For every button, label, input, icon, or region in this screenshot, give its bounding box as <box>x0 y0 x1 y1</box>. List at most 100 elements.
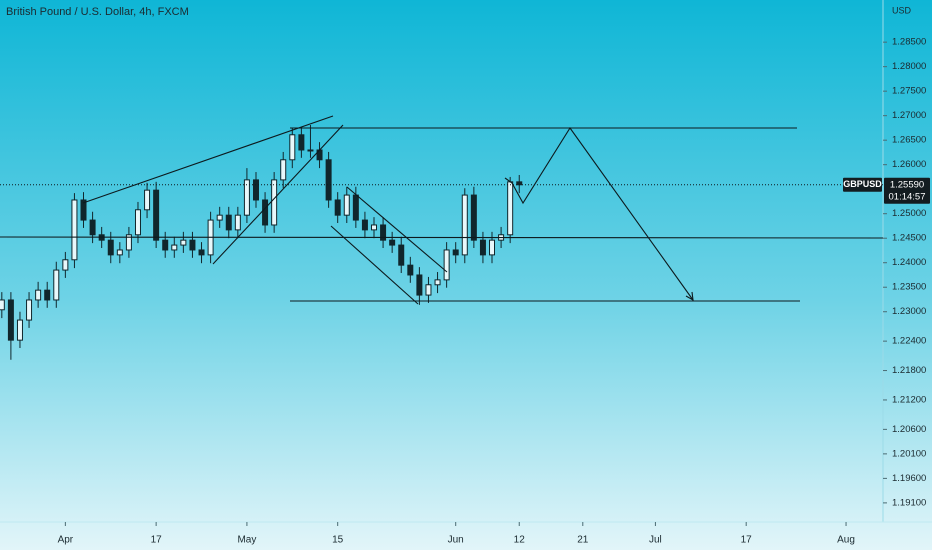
candle-body <box>144 189 151 211</box>
chart-title: British Pound / U.S. Dollar, 4h, FXCM <box>6 6 189 18</box>
y-tick-label: 1.22400 <box>892 336 926 347</box>
currency-label: USD <box>892 5 912 15</box>
candle-body <box>134 209 141 236</box>
candle-body <box>216 214 223 221</box>
y-tick-label: 1.28000 <box>892 61 926 72</box>
candle-body <box>361 219 368 231</box>
x-tick-label: Apr <box>58 535 74 546</box>
candle-body <box>107 239 114 256</box>
candle-body <box>0 299 5 311</box>
candle-body <box>71 199 78 261</box>
x-tick-label: 15 <box>332 535 344 546</box>
y-tick-label: 1.27500 <box>892 86 926 97</box>
countdown-label: 01:14:57 <box>889 191 926 202</box>
candle-body <box>243 179 250 216</box>
candle-body <box>225 214 232 231</box>
candle-body <box>262 199 269 226</box>
candle-body <box>452 249 459 256</box>
trend-line <box>82 115 334 204</box>
candle-body <box>398 244 405 266</box>
candle-body <box>416 274 423 296</box>
candle-body <box>434 279 441 286</box>
candle-body <box>252 179 259 201</box>
candle-body <box>171 244 178 251</box>
candle-body <box>479 239 486 256</box>
x-tick-label: May <box>237 535 256 546</box>
x-tick-label: Jun <box>448 535 464 546</box>
last-price-label: 1.25590 <box>890 179 924 190</box>
candle-body <box>461 194 468 256</box>
candle-body <box>89 219 96 236</box>
candle-body <box>153 189 160 241</box>
candle-body <box>53 269 60 301</box>
x-tick-label: 12 <box>514 535 526 546</box>
candle-body <box>289 134 296 161</box>
y-tick-label: 1.25000 <box>892 208 926 219</box>
candle-body <box>280 159 287 181</box>
candle-body <box>371 224 377 231</box>
channel-line <box>346 186 448 273</box>
y-tick-label: 1.21200 <box>892 394 926 405</box>
plot <box>0 124 523 360</box>
drawings <box>0 115 884 305</box>
channel-line <box>330 225 419 305</box>
price-tag <box>884 177 930 204</box>
candle-body <box>298 134 305 151</box>
symbol-label: GBPUSD <box>843 179 882 189</box>
arrow-head <box>685 291 694 302</box>
candle-body <box>80 199 87 221</box>
candle-body <box>16 319 23 341</box>
y-tick-label: 1.23500 <box>892 282 926 293</box>
candle-body <box>489 239 496 256</box>
candle-body <box>162 239 169 251</box>
candle-body <box>425 284 432 296</box>
candle-body <box>443 249 450 281</box>
candle-body <box>26 299 33 321</box>
trend-line <box>212 124 344 265</box>
y-tick-label: 1.24500 <box>892 233 926 244</box>
candle-body <box>116 249 123 256</box>
y-tick-label: 1.27000 <box>892 110 926 121</box>
candle-body <box>180 239 187 246</box>
y-tick-label: 1.26000 <box>892 159 926 170</box>
projection-path <box>504 127 694 301</box>
candle-body <box>234 214 241 231</box>
x-tick-label: Jul <box>649 535 662 546</box>
y-tick-label: 1.26500 <box>892 135 926 146</box>
candle-body <box>307 149 314 152</box>
candle-body <box>325 159 332 201</box>
candle-body <box>35 289 42 301</box>
candle-body <box>125 234 132 251</box>
y-tick-label: 1.20600 <box>892 424 926 435</box>
y-tick-label: 1.21800 <box>892 365 926 376</box>
candle-body <box>343 194 350 216</box>
symbol-tag <box>843 177 882 192</box>
y-tick-label: 1.19100 <box>892 497 926 508</box>
x-tick-label: 17 <box>151 535 163 546</box>
y-tick-label: 1.20100 <box>892 448 926 459</box>
candle-body <box>7 299 14 341</box>
candle-body <box>62 259 69 271</box>
candle-body <box>352 194 359 221</box>
x-tick-label: 21 <box>577 535 589 546</box>
candle-body <box>189 239 196 251</box>
y-tick-label: 1.28500 <box>892 37 926 48</box>
candle-body <box>44 289 51 301</box>
x-tick-label: 17 <box>741 535 753 546</box>
y-tick-label: 1.23000 <box>892 306 926 317</box>
candle-body <box>389 239 396 246</box>
x-tick-label: Aug <box>837 535 855 546</box>
candle-body <box>380 224 387 241</box>
y-tick-label: 1.19600 <box>892 473 926 484</box>
candle-body <box>198 249 205 256</box>
candle-body <box>470 194 477 241</box>
candle-body <box>407 264 414 276</box>
candle-body <box>271 179 278 226</box>
candle-body <box>334 199 341 216</box>
support-line <box>0 236 884 239</box>
y-tick-label: 1.24000 <box>892 257 926 268</box>
candle-body <box>507 181 514 236</box>
